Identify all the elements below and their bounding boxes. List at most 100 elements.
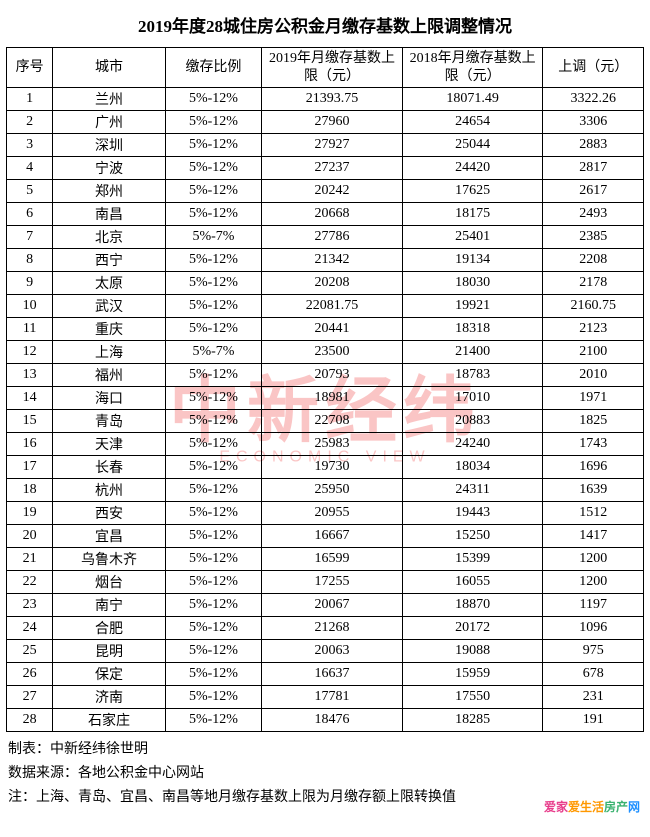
cell-index: 15	[7, 410, 53, 433]
cell-2019: 16667	[262, 525, 403, 548]
cell-city: 长春	[53, 456, 166, 479]
cell-diff: 1417	[543, 525, 644, 548]
cell-2019: 17255	[262, 571, 403, 594]
cell-2019: 19730	[262, 456, 403, 479]
cell-ratio: 5%-12%	[165, 502, 261, 525]
cell-2019: 21393.75	[262, 88, 403, 111]
cell-index: 20	[7, 525, 53, 548]
col-index: 序号	[7, 48, 53, 88]
cell-index: 21	[7, 548, 53, 571]
table-row: 26保定5%-12%1663715959678	[7, 663, 644, 686]
cell-city: 合肥	[53, 617, 166, 640]
page-title: 2019年度28城住房公积金月缴存基数上限调整情况	[6, 4, 644, 47]
cell-ratio: 5%-12%	[165, 180, 261, 203]
page-container: 中新经纬 ECONOMIC VIEW 2019年度28城住房公积金月缴存基数上限…	[0, 0, 650, 817]
cell-2019: 18476	[262, 709, 403, 732]
cell-diff: 2123	[543, 318, 644, 341]
cell-index: 7	[7, 226, 53, 249]
cell-2019: 20441	[262, 318, 403, 341]
col-2018: 2018年月缴存基数上限（元）	[402, 48, 543, 88]
table-row: 23南宁5%-12%20067188701197	[7, 594, 644, 617]
cell-city: 南昌	[53, 203, 166, 226]
table-row: 2广州5%-12%27960246543306	[7, 111, 644, 134]
table-row: 21乌鲁木齐5%-12%16599153991200	[7, 548, 644, 571]
cell-2018: 18030	[402, 272, 543, 295]
table-row: 12上海5%-7%23500214002100	[7, 341, 644, 364]
cell-2019: 20668	[262, 203, 403, 226]
cell-ratio: 5%-12%	[165, 364, 261, 387]
cell-city: 乌鲁木齐	[53, 548, 166, 571]
cell-2018: 16055	[402, 571, 543, 594]
cell-2018: 18870	[402, 594, 543, 617]
table-row: 13福州5%-12%20793187832010	[7, 364, 644, 387]
cell-index: 23	[7, 594, 53, 617]
cell-2018: 25044	[402, 134, 543, 157]
cell-diff: 2160.75	[543, 295, 644, 318]
cell-2019: 23500	[262, 341, 403, 364]
table-row: 5郑州5%-12%20242176252617	[7, 180, 644, 203]
cell-diff: 975	[543, 640, 644, 663]
cell-diff: 1200	[543, 548, 644, 571]
cell-2019: 27237	[262, 157, 403, 180]
cell-2019: 20208	[262, 272, 403, 295]
table-row: 11重庆5%-12%20441183182123	[7, 318, 644, 341]
cell-2018: 25401	[402, 226, 543, 249]
cell-ratio: 5%-12%	[165, 456, 261, 479]
cell-city: 烟台	[53, 571, 166, 594]
cell-2019: 17781	[262, 686, 403, 709]
cell-ratio: 5%-12%	[165, 157, 261, 180]
cell-2018: 20883	[402, 410, 543, 433]
cell-ratio: 5%-12%	[165, 525, 261, 548]
cell-diff: 2493	[543, 203, 644, 226]
cell-diff: 2010	[543, 364, 644, 387]
col-diff: 上调（元）	[543, 48, 644, 88]
cell-index: 10	[7, 295, 53, 318]
table-row: 20宜昌5%-12%16667152501417	[7, 525, 644, 548]
cell-city: 济南	[53, 686, 166, 709]
cell-2019: 20793	[262, 364, 403, 387]
cell-city: 杭州	[53, 479, 166, 502]
cell-2019: 22708	[262, 410, 403, 433]
cell-2019: 21268	[262, 617, 403, 640]
cell-index: 3	[7, 134, 53, 157]
cell-city: 保定	[53, 663, 166, 686]
cell-index: 24	[7, 617, 53, 640]
table-row: 4宁波5%-12%27237244202817	[7, 157, 644, 180]
cell-diff: 1200	[543, 571, 644, 594]
cell-city: 青岛	[53, 410, 166, 433]
cell-diff: 3322.26	[543, 88, 644, 111]
cell-index: 25	[7, 640, 53, 663]
cell-2018: 19134	[402, 249, 543, 272]
cell-city: 广州	[53, 111, 166, 134]
cell-city: 重庆	[53, 318, 166, 341]
cell-2018: 18034	[402, 456, 543, 479]
cell-index: 22	[7, 571, 53, 594]
cell-city: 天津	[53, 433, 166, 456]
caption-seg-3: 房产	[604, 800, 628, 814]
cell-diff: 1971	[543, 387, 644, 410]
cell-index: 6	[7, 203, 53, 226]
cell-diff: 2883	[543, 134, 644, 157]
cell-2018: 18783	[402, 364, 543, 387]
cell-ratio: 5%-12%	[165, 318, 261, 341]
cell-index: 16	[7, 433, 53, 456]
cell-2019: 20955	[262, 502, 403, 525]
cell-diff: 1639	[543, 479, 644, 502]
cell-2019: 18981	[262, 387, 403, 410]
cell-index: 28	[7, 709, 53, 732]
cell-diff: 2385	[543, 226, 644, 249]
cell-index: 13	[7, 364, 53, 387]
cell-2019: 27960	[262, 111, 403, 134]
cell-city: 北京	[53, 226, 166, 249]
cell-diff: 1743	[543, 433, 644, 456]
cell-2019: 20242	[262, 180, 403, 203]
cell-index: 14	[7, 387, 53, 410]
cell-diff: 191	[543, 709, 644, 732]
cell-ratio: 5%-12%	[165, 686, 261, 709]
cell-2018: 18071.49	[402, 88, 543, 111]
cell-ratio: 5%-12%	[165, 410, 261, 433]
cell-2018: 19443	[402, 502, 543, 525]
cell-ratio: 5%-12%	[165, 663, 261, 686]
cell-diff: 1197	[543, 594, 644, 617]
cell-city: 海口	[53, 387, 166, 410]
